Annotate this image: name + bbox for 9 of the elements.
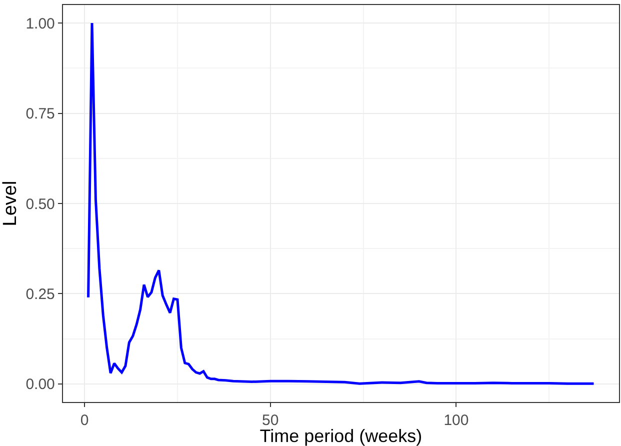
- y-tick-label: 0.25: [26, 286, 55, 303]
- y-tick-label: 0.00: [26, 376, 55, 394]
- x-tick-label: 0: [80, 412, 89, 430]
- line-series: [87, 22, 595, 385]
- x-tick-label: 100: [444, 412, 469, 430]
- y-axis-title: Level: [0, 180, 21, 226]
- y-tick-label: 0.75: [26, 106, 55, 123]
- y-tick-label: 0.50: [26, 196, 55, 213]
- y-tick-label: 1.00: [26, 15, 55, 32]
